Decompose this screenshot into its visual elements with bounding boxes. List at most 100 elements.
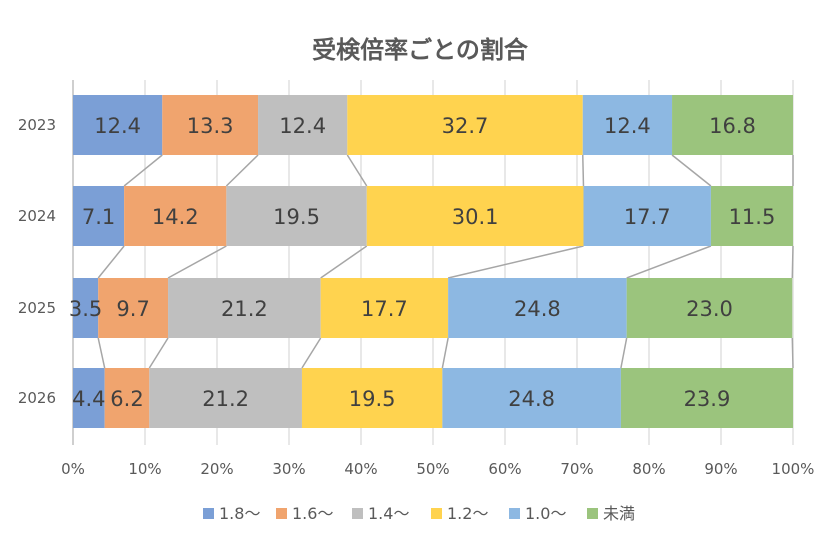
bar-segment bbox=[149, 368, 302, 428]
data-label: 17.7 bbox=[361, 297, 408, 321]
legend-swatch bbox=[509, 508, 520, 519]
bar-segment bbox=[620, 368, 793, 428]
y-tick-label: 2026 bbox=[18, 389, 56, 407]
x-tick-label: 70% bbox=[560, 460, 593, 478]
data-label: 23.9 bbox=[684, 387, 731, 411]
bar-segment bbox=[301, 368, 443, 428]
data-label: 12.4 bbox=[604, 114, 651, 138]
series-line bbox=[791, 245, 794, 279]
x-tick-label: 100% bbox=[772, 460, 815, 478]
bar-segment bbox=[226, 186, 367, 246]
bar-segment bbox=[73, 95, 163, 155]
data-label: 32.7 bbox=[442, 114, 489, 138]
legend-swatch bbox=[276, 508, 287, 519]
data-label: 21.2 bbox=[202, 387, 249, 411]
legend-item: 未満 bbox=[587, 504, 635, 523]
series-line bbox=[582, 154, 585, 187]
bar-segment bbox=[448, 278, 627, 338]
bar-segment bbox=[168, 278, 321, 338]
bar-segment bbox=[124, 186, 227, 246]
legend-item: 1.8〜 bbox=[203, 504, 260, 523]
series-line bbox=[620, 337, 628, 369]
x-tick-label: 30% bbox=[272, 460, 305, 478]
bar-segment bbox=[582, 95, 673, 155]
bar-segment bbox=[104, 368, 150, 428]
series-line bbox=[626, 245, 712, 279]
series-line bbox=[791, 337, 794, 369]
data-label: 12.4 bbox=[279, 114, 326, 138]
bar-segment bbox=[710, 186, 793, 246]
data-label: 3.5 bbox=[69, 297, 102, 321]
x-tick-label: 60% bbox=[488, 460, 521, 478]
data-label: 19.5 bbox=[349, 387, 396, 411]
legend-swatch bbox=[587, 508, 598, 519]
series-line bbox=[671, 154, 712, 187]
data-label: 19.5 bbox=[273, 205, 320, 229]
bar-segment bbox=[98, 278, 169, 338]
series-line bbox=[441, 337, 449, 369]
legend-label: 1.4〜 bbox=[368, 504, 409, 523]
bar-segment bbox=[258, 95, 348, 155]
legend-label: 1.8〜 bbox=[219, 504, 260, 523]
series-line bbox=[97, 337, 106, 369]
bar-segment bbox=[73, 186, 125, 246]
x-tick-label: 80% bbox=[632, 460, 665, 478]
legend-label: 未満 bbox=[603, 504, 635, 523]
series-line bbox=[123, 154, 163, 187]
series-line bbox=[320, 245, 368, 279]
data-label: 12.4 bbox=[94, 114, 141, 138]
data-label: 6.2 bbox=[110, 387, 143, 411]
x-tick-label: 40% bbox=[344, 460, 377, 478]
legend-item: 1.6〜 bbox=[276, 504, 333, 523]
bar-segment bbox=[442, 368, 621, 428]
legend-label: 1.0〜 bbox=[525, 504, 566, 523]
legend-label: 1.2〜 bbox=[447, 504, 488, 523]
x-tick-label: 90% bbox=[704, 460, 737, 478]
y-tick-label: 2024 bbox=[18, 207, 56, 225]
bar-segment bbox=[583, 186, 711, 246]
data-label: 24.8 bbox=[514, 297, 561, 321]
data-label: 21.2 bbox=[221, 297, 268, 321]
data-label: 23.0 bbox=[686, 297, 733, 321]
x-tick-label: 20% bbox=[200, 460, 233, 478]
legend-swatch bbox=[431, 508, 442, 519]
legend-item: 1.2〜 bbox=[431, 504, 488, 523]
series-line bbox=[301, 337, 322, 369]
y-tick-label: 2023 bbox=[18, 116, 56, 134]
data-label: 14.2 bbox=[152, 205, 199, 229]
series-line bbox=[167, 245, 227, 279]
bar-segment bbox=[73, 368, 105, 428]
data-label: 17.7 bbox=[624, 205, 671, 229]
bar-segment bbox=[626, 278, 793, 338]
bar-segment bbox=[73, 278, 99, 338]
legend-swatch bbox=[352, 508, 363, 519]
y-tick-label: 2025 bbox=[18, 299, 56, 317]
data-label: 9.7 bbox=[116, 297, 149, 321]
series-line bbox=[346, 154, 368, 187]
bar-segment bbox=[672, 95, 793, 155]
x-tick-label: 10% bbox=[128, 460, 161, 478]
data-label: 7.1 bbox=[82, 205, 115, 229]
data-label: 24.8 bbox=[508, 387, 555, 411]
chart-title: 受検倍率ごとの割合 bbox=[312, 36, 529, 64]
data-label: 16.8 bbox=[709, 114, 756, 138]
legend-label: 1.6〜 bbox=[292, 504, 333, 523]
series-line bbox=[148, 337, 169, 369]
legend-item: 1.4〜 bbox=[352, 504, 409, 523]
legend-swatch bbox=[203, 508, 214, 519]
series-line bbox=[447, 245, 584, 279]
data-label: 11.5 bbox=[729, 205, 776, 229]
x-tick-label: 0% bbox=[61, 460, 85, 478]
bar-segment bbox=[347, 95, 583, 155]
series-line bbox=[97, 245, 125, 279]
bar-segment bbox=[162, 95, 259, 155]
data-label: 30.1 bbox=[452, 205, 499, 229]
bar-segment bbox=[366, 186, 584, 246]
data-label: 4.4 bbox=[72, 387, 105, 411]
legend-item: 1.0〜 bbox=[509, 504, 566, 523]
x-tick-label: 50% bbox=[416, 460, 449, 478]
series-line bbox=[225, 154, 259, 187]
bar-segment bbox=[320, 278, 449, 338]
data-label: 13.3 bbox=[187, 114, 234, 138]
